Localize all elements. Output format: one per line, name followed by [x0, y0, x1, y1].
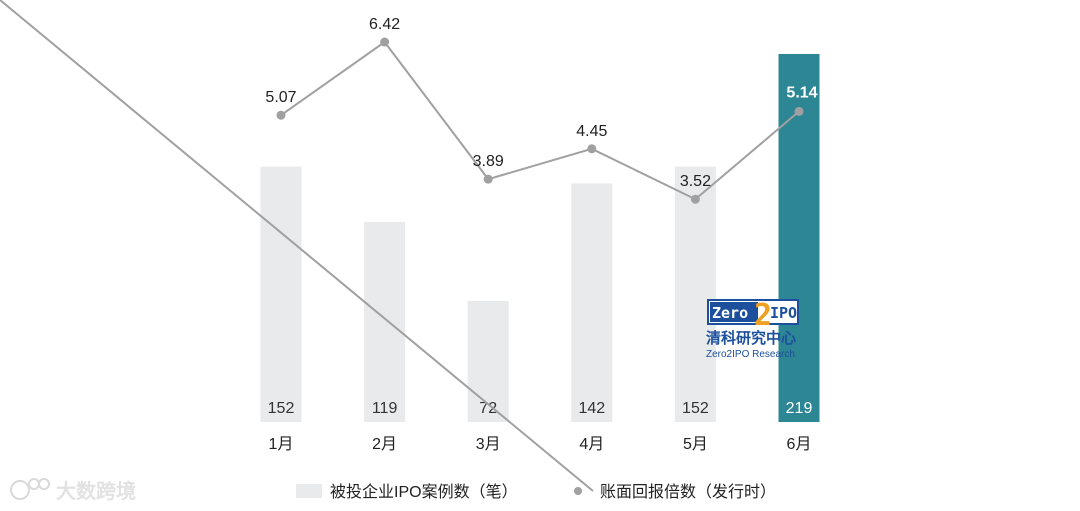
- x-tick-label: 3月: [476, 436, 501, 453]
- svg-text:IPO: IPO: [770, 304, 797, 322]
- legend-bar-label: 被投企业IPO案例数（笔）: [330, 483, 518, 501]
- legend: 被投企业IPO案例数（笔） 账面回报倍数（发行时）: [0, 0, 776, 501]
- corner-watermark: 大数跨境: [10, 478, 136, 503]
- zero2ipo-logo: Zero 2 IPO 清科研究中心 Zero2IPO Research: [706, 298, 799, 360]
- bar-5: [674, 166, 716, 422]
- x-tick-label: 4月: [579, 436, 604, 453]
- line-point: [587, 144, 597, 154]
- line-point: [794, 106, 804, 116]
- bar-2: [364, 222, 406, 422]
- svg-text:Zero: Zero: [712, 304, 748, 322]
- line-point: [690, 194, 700, 204]
- x-tick-label: 1月: [269, 436, 294, 453]
- svg-text:2: 2: [754, 298, 772, 333]
- bar-3: [467, 301, 509, 422]
- logo-cn-name: 清科研究中心: [706, 329, 796, 347]
- line-path: [280, 40, 800, 201]
- legend-line-label: 账面回报倍数（发行时）: [600, 483, 776, 501]
- line-point: [276, 110, 286, 120]
- legend-bar-swatch: [296, 484, 322, 498]
- bar-1: [260, 166, 302, 422]
- x-tick-label: 2月: [372, 436, 397, 453]
- bar-value-label: 72: [479, 400, 497, 417]
- line-series: 5.07 6.42 3.89 4.45 3.52 5.14: [265, 16, 818, 204]
- line-value-label: 5.07: [265, 89, 296, 106]
- corner-watermark-text: 大数跨境: [56, 479, 136, 503]
- line-value-label: 4.45: [576, 123, 607, 140]
- line-value-label: 6.42: [369, 16, 400, 33]
- line-point: [380, 37, 390, 47]
- line-value-label: 3.52: [680, 173, 711, 190]
- bar-value-label: 219: [786, 400, 813, 417]
- bar-value-label: 152: [268, 400, 295, 417]
- bar-value-label: 152: [682, 400, 709, 417]
- legend-line-swatch: [0, 0, 594, 492]
- logo-en-name: Zero2IPO Research: [706, 349, 795, 360]
- bar-4: [571, 183, 613, 422]
- x-tick-label: 6月: [787, 436, 812, 453]
- weibo-icon: [10, 478, 50, 500]
- legend-line-marker: [574, 487, 582, 495]
- line-value-label: 5.14: [786, 84, 817, 101]
- bar-value-label: 119: [372, 400, 398, 417]
- line-point: [483, 174, 493, 184]
- bar-value-label: 142: [578, 400, 605, 417]
- x-axis: 1月 2月 3月 4月 5月 6月: [269, 436, 812, 453]
- x-tick-label: 5月: [683, 436, 708, 453]
- line-value-label: 3.89: [473, 153, 504, 170]
- bar-series: 152 119 72 142 152 219: [260, 54, 820, 422]
